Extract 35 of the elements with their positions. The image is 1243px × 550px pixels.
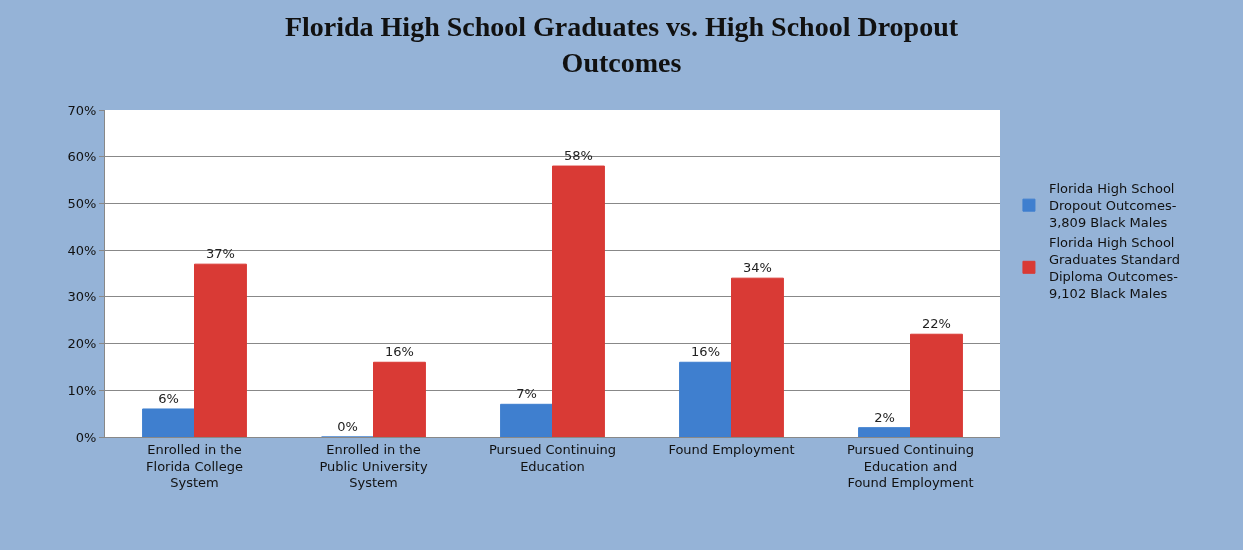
bar [679, 361, 732, 437]
data-label: 6% [158, 390, 179, 406]
y-tick-label: 30% [67, 289, 97, 305]
legend-label: Florida High School Dropout Outcomes- 3,809 Black Males [1048, 181, 1177, 231]
legend-label: Florida High School Graduates Standard Diploma Outcomes- 9,102 Black Males [1048, 235, 1180, 301]
bar [731, 277, 784, 437]
x-tick-label: Enrolled in the Florida College System [146, 441, 243, 491]
y-tick-label: 40% [67, 242, 97, 258]
bar [194, 263, 247, 437]
y-tick-label: 70% [67, 102, 97, 118]
data-label: 34% [743, 260, 772, 276]
y-tick-label: 20% [67, 336, 97, 352]
chart-title: Florida High School Graduates vs. High School Dropout Outcomes [284, 10, 959, 79]
data-label: 7% [516, 386, 537, 402]
bar [552, 165, 605, 437]
data-label: 2% [874, 409, 895, 425]
y-tick-label: 50% [67, 195, 97, 211]
bar [858, 427, 911, 437]
data-label: 37% [206, 246, 235, 262]
x-tick-label: Pursued Continuing Education and Found Employment [846, 441, 975, 491]
y-tick-label: 60% [67, 149, 97, 165]
bar [142, 408, 195, 437]
x-tick-label: Found Employment [668, 441, 795, 457]
data-label: 0% [337, 419, 358, 434]
data-label: 58% [564, 148, 593, 164]
bar [910, 333, 963, 437]
data-label: 16% [691, 344, 720, 360]
x-tick-label: Pursued Continuing Education [488, 441, 617, 474]
y-tick-label: 10% [67, 382, 97, 398]
data-label: 16% [385, 344, 414, 360]
bar [373, 361, 426, 437]
x-tick-label: Enrolled in the Public University System [319, 441, 428, 491]
y-tick-label: 0% [75, 429, 97, 445]
bar [500, 403, 553, 437]
data-label: 22% [922, 316, 951, 332]
